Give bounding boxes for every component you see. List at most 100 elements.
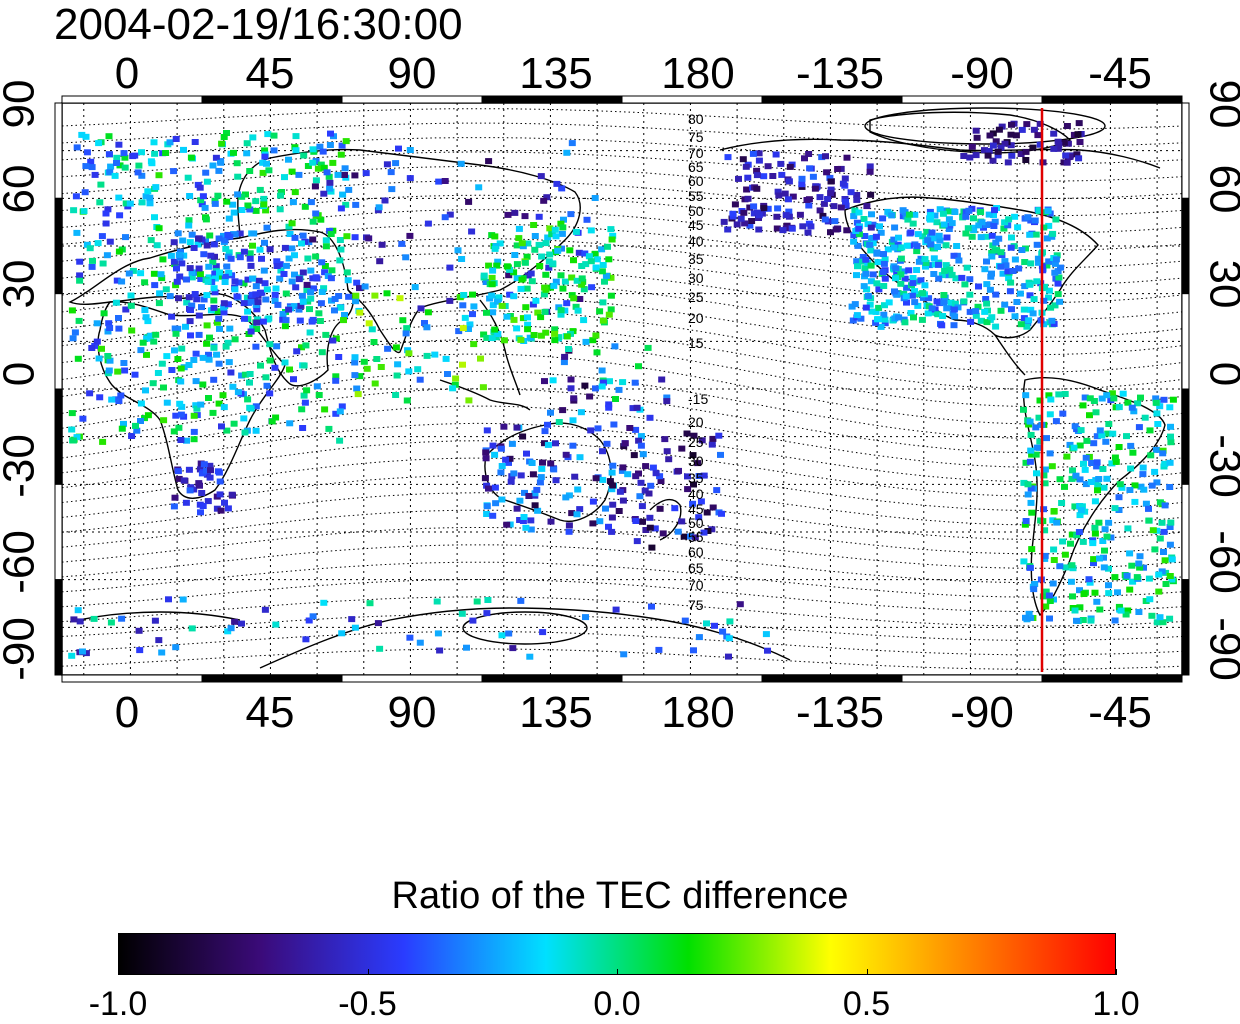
tec-cell [86,245,94,252]
tec-cell [503,263,511,270]
tec-cell [1075,529,1083,535]
tec-cell [1108,390,1116,397]
tec-cell [489,302,497,309]
tec-cell [1151,546,1159,553]
tec-cell [576,506,584,513]
tec-cell [444,371,451,377]
tec-cell [376,258,384,265]
tec-cell [82,163,90,170]
tec-cell [895,234,902,241]
tec-cell [1166,541,1174,548]
tec-cell [1024,214,1032,221]
tec-cell [1028,451,1036,458]
tec-cell [436,647,444,654]
lon-tick-bar [61,674,203,683]
tec-cell [242,191,249,198]
tec-cell [872,319,880,326]
contour-line [62,422,1182,483]
tec-cell [479,384,487,391]
tec-cell [220,309,228,316]
tec-cell [1136,553,1144,560]
tec-cell [187,307,194,313]
tec-cell [630,452,638,459]
tec-cell [1049,230,1057,237]
tec-cell [1122,611,1130,618]
tec-cell [87,158,95,165]
tec-cell [219,392,227,399]
tec-cell [1026,564,1034,571]
tec-cell [356,285,363,292]
tec-cell [121,164,129,171]
tec-cell [142,387,149,394]
tec-cell [1115,603,1123,610]
tec-cell [191,291,199,297]
tec-cell [983,319,991,326]
tec-cell [112,299,120,306]
tec-cell [1167,519,1175,526]
tec-cell [121,154,129,161]
tec-cell [326,179,334,186]
tec-cell [193,405,201,412]
tec-cell [290,376,297,383]
contour-line [62,324,1182,390]
tec-cell [826,174,834,181]
tec-cell [565,346,572,352]
tec-cell [873,280,881,287]
tec-cell [291,303,298,310]
tec-cell [913,267,921,273]
tec-cell [753,167,761,174]
tec-cell [587,427,595,434]
tec-cell [1052,256,1060,263]
tec-cell [1045,222,1053,229]
map-title: 2004-02-19/16:30:00 [54,0,463,49]
tec-cell [891,224,899,231]
tec-cell [648,603,655,610]
tec-cell [1105,565,1112,572]
tec-cell [785,208,793,215]
tec-cell [272,414,280,421]
tec-cell [434,630,442,637]
tec-cell [740,209,748,216]
tec-cell [690,432,698,439]
tec-cell [365,320,373,327]
tec-cell [424,220,432,227]
tec-cell [616,488,624,495]
tec-cell [218,140,226,147]
lon-tick-bar [341,674,483,683]
tec-cell [868,211,875,218]
tec-cell [578,275,586,282]
lon-tick-bar [481,674,623,683]
tec-cell [374,620,382,627]
tec-cell [309,613,317,620]
tec-cell [874,316,882,323]
tec-cell [995,126,1003,133]
tec-cell [83,241,91,248]
tec-cell [1147,452,1155,459]
tec-cell [905,267,913,274]
tec-cell [402,254,410,261]
tec-cell [466,321,474,328]
tec-cell [1166,459,1174,466]
tec-cell [935,261,942,268]
tec-cell [1160,396,1168,403]
tec-cell [209,162,217,169]
tec-cell [615,386,623,393]
tec-cell [1035,207,1043,214]
tec-cell [1055,391,1063,398]
tec-cell [170,503,178,510]
contour-label: 15 [688,335,704,351]
tec-cell [244,202,252,209]
tec-cell [762,631,770,638]
tec-cell [649,464,657,471]
tec-cell [80,208,88,215]
tec-cell [336,408,344,415]
contour-line [62,440,1182,497]
tec-cell [541,284,549,291]
tec-cell [1011,313,1019,320]
tec-cell [610,421,618,428]
tec-cell [107,163,115,170]
tec-cell [1063,159,1071,166]
tec-cell [174,468,182,475]
tec-cell [247,262,255,269]
tec-cell [1080,591,1088,597]
